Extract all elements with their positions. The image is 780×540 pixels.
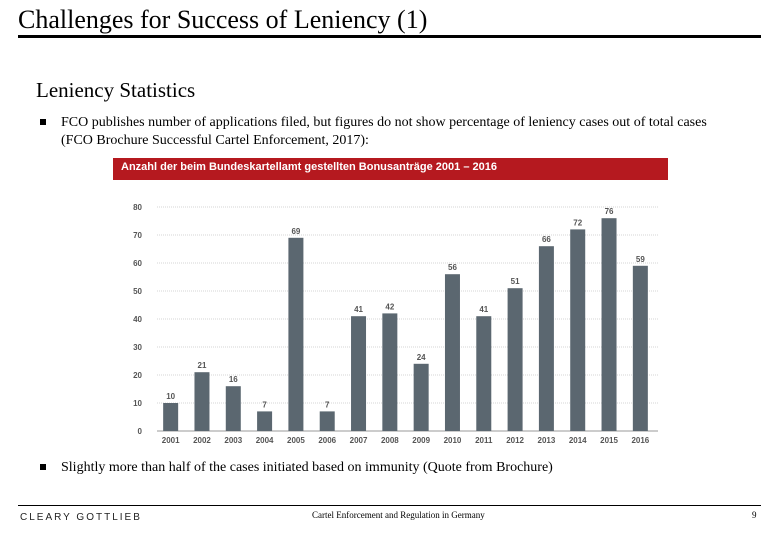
bar [570,229,586,431]
bullet-square-icon [40,119,46,125]
data-label: 72 [573,218,582,227]
y-tick-label: 60 [133,259,142,268]
bar [194,372,210,431]
bullet-item: FCO publishes number of applications fil… [40,114,730,150]
bar [444,274,460,431]
bullet-text: Slightly more than half of the cases ini… [61,460,553,475]
y-tick-label: 10 [133,399,142,408]
bar [382,313,398,431]
data-label: 10 [166,392,175,401]
bar [538,246,554,431]
title-underline [18,35,761,38]
bar [288,237,304,431]
footer-caption: Cartel Enforcement and Regulation in Ger… [312,510,485,520]
x-tick-label: 2014 [569,436,587,445]
slide-title: Challenges for Success of Leniency (1) [18,5,428,34]
data-label: 24 [417,353,426,362]
x-tick-label: 2001 [162,436,180,445]
x-tick-label: 2004 [256,436,274,445]
bullet-square-icon [40,464,46,470]
bar [163,403,179,431]
data-label: 51 [511,277,520,286]
bar [476,316,492,431]
x-tick-label: 2002 [193,436,211,445]
x-tick-label: 2009 [412,436,430,445]
data-label: 21 [198,361,207,370]
chart-header-bar: Anzahl der beim Bundeskartellamt gestell… [113,158,668,180]
chart-title: Anzahl der beim Bundeskartellamt gestell… [121,161,497,173]
x-tick-label: 2005 [287,436,305,445]
section-subtitle: Leniency Statistics [36,78,196,102]
data-label: 69 [291,227,300,236]
data-label: 16 [229,375,238,384]
x-tick-label: 2016 [631,436,649,445]
data-label: 76 [605,207,614,216]
data-label: 41 [479,305,488,314]
data-label: 41 [354,305,363,314]
x-tick-label: 2013 [538,436,556,445]
x-tick-label: 2007 [350,436,368,445]
chart-plot: 0 10 20 30 40 50 60 70 80 10 2001 21 2002 16 2003 7 2004… [133,203,658,445]
x-tick-label: 2015 [600,436,618,445]
bar [507,288,523,431]
bullet-text: FCO publishes number of applications fil… [61,115,707,148]
page-number: 9 [752,510,757,520]
y-tick-label: 40 [133,315,142,324]
leniency-chart: Anzahl der beim Bundeskartellamt gestell… [113,158,668,458]
x-tick-label: 2011 [475,436,493,445]
bar [257,411,273,431]
data-label: 7 [262,400,267,409]
bar [413,363,429,431]
data-label: 66 [542,235,551,244]
x-tick-label: 2006 [318,436,336,445]
footer-divider [18,505,761,506]
bar [351,316,367,431]
data-label: 7 [325,400,330,409]
y-tick-label: 50 [133,287,142,296]
x-tick-label: 2010 [444,436,462,445]
bar [632,265,648,431]
x-tick-label: 2003 [224,436,242,445]
y-tick-label: 20 [133,371,142,380]
data-label: 56 [448,263,457,272]
bullet-item: Slightly more than half of the cases ini… [40,459,730,477]
bar [601,218,617,431]
data-label: 42 [385,302,394,311]
x-tick-label: 2012 [506,436,524,445]
y-tick-label: 80 [133,203,142,212]
data-label: 59 [636,255,645,264]
y-tick-label: 30 [133,343,142,352]
y-tick-label: 70 [133,231,142,240]
y-tick-label: 0 [138,427,143,436]
x-tick-label: 2008 [381,436,399,445]
bar [225,386,241,431]
company-logo: CLEARY GOTTLIEB [20,512,142,523]
bar [319,411,335,431]
